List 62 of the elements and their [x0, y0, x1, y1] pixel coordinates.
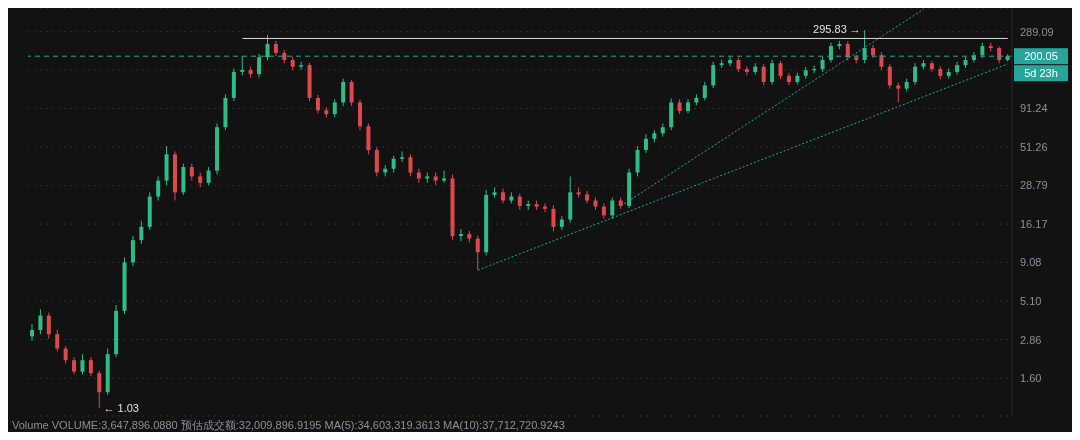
candlestick [955, 61, 960, 76]
y-tick-label: 1.60 [1020, 372, 1042, 385]
text: Volume VOLUME:3,647,896.0880 预估成交额:32,009,896.9195 MA(5):34,603,319.3613 MA(10):37,712,720.9243 [12, 419, 565, 431]
candlestick [80, 353, 85, 375]
candlestick [257, 53, 262, 78]
y-tick-label: 91.24 [1020, 102, 1048, 115]
candlestick [349, 79, 354, 107]
candlestick [458, 228, 463, 242]
candlestick [770, 59, 775, 85]
candlestick [400, 150, 405, 163]
y-tick-label: 5.10 [1020, 294, 1042, 307]
candlestick [913, 62, 918, 86]
candlestick [635, 145, 640, 177]
candlestick [358, 99, 362, 131]
candlestick [299, 61, 304, 71]
annotation: 295.83 → [813, 23, 861, 36]
y-tick-label: 2.86 [1020, 333, 1042, 346]
candlestick [88, 356, 93, 377]
candlestick [374, 146, 379, 177]
candlestick [408, 153, 413, 177]
candlestick [862, 29, 867, 64]
candlestick [643, 133, 648, 154]
candlestick [366, 122, 371, 155]
candlestick [315, 94, 320, 114]
candlestick [929, 60, 934, 73]
candlestick [442, 170, 447, 184]
candlestick [601, 202, 606, 220]
y-tick-label: 28.79 [1020, 179, 1048, 192]
candlestick [30, 323, 34, 342]
candlestick [139, 220, 144, 245]
candlestick [610, 197, 615, 220]
candlestick [711, 61, 716, 89]
y-tick-label: 51.26 [1020, 140, 1048, 153]
candlestick [896, 81, 901, 103]
candlestick [887, 63, 892, 90]
annotation: ← 1.03 [103, 401, 139, 414]
candlestick [475, 235, 480, 271]
y-tick-label: 9.08 [1020, 256, 1042, 269]
candlestick [206, 166, 211, 186]
candlestick [778, 60, 783, 80]
candlestick [576, 186, 581, 199]
y-tick-label: 16.17 [1020, 217, 1048, 230]
y-tick-label: 289.09 [1020, 25, 1054, 38]
candlestick [156, 175, 161, 202]
candlestick [786, 72, 791, 86]
candlestick [702, 81, 707, 101]
candlestick [744, 65, 749, 76]
text: 5d 23h [1024, 67, 1058, 80]
ref-line-label: 200.05 [1024, 50, 1058, 63]
candlestick [38, 308, 43, 335]
candlestick [130, 235, 135, 267]
candlestick [240, 55, 245, 76]
candlestick [46, 311, 51, 340]
candlestick [341, 78, 346, 107]
candlestick [265, 34, 270, 61]
candlestick [97, 369, 102, 409]
candlestick [55, 329, 60, 352]
candlestick [845, 40, 850, 61]
candlestick [332, 98, 337, 118]
candlestick [728, 56, 733, 67]
candlestick [551, 204, 556, 232]
candlestick [761, 63, 766, 86]
